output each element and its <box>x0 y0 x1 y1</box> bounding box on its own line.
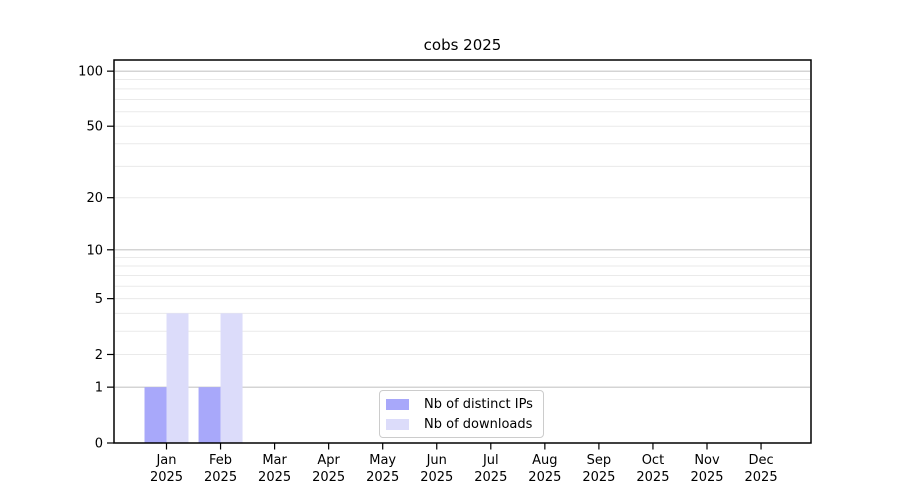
x-tick-label-month-jun: Jun <box>426 453 447 468</box>
legend-swatch-distinct-ips <box>386 398 409 410</box>
bar-feb-downloads <box>220 313 243 443</box>
x-tick-label-month-dec: Dec <box>748 453 773 468</box>
legend-item-distinct-ips: Nb of distinct IPs <box>386 397 543 412</box>
bar-jan-distinct-ips <box>144 387 167 443</box>
plot-frame <box>113 59 812 444</box>
x-tick-label-year-apr: 2025 <box>312 470 345 485</box>
legend-label-distinct-ips: Nb of distinct IPs <box>424 396 533 412</box>
x-tick-label-year-nov: 2025 <box>690 470 723 485</box>
x-tick-label-year-may: 2025 <box>366 470 399 485</box>
y-tick-label-100: 100 <box>78 65 103 80</box>
y-tick-label-1: 1 <box>95 381 103 396</box>
x-tick-label-year-dec: 2025 <box>745 470 778 485</box>
bar-jan-downloads <box>166 313 189 443</box>
y-tick-label-50: 50 <box>86 120 103 135</box>
x-tick-label-month-jul: Jul <box>482 453 499 468</box>
x-tick-label-month-may: May <box>369 453 396 468</box>
x-tick-label-month-apr: Apr <box>317 453 340 468</box>
x-tick-label-year-jun: 2025 <box>420 470 453 485</box>
x-tick-label-month-feb: Feb <box>209 453 232 468</box>
x-tick-label-year-aug: 2025 <box>528 470 561 485</box>
y-tick-label-20: 20 <box>86 191 103 206</box>
x-tick-label-month-sep: Sep <box>587 453 612 468</box>
legend-label-downloads: Nb of downloads <box>424 416 533 432</box>
x-tick-label-month-nov: Nov <box>694 453 720 468</box>
y-tick-label-5: 5 <box>95 292 103 307</box>
x-tick-label-year-feb: 2025 <box>204 470 237 485</box>
x-tick-label-year-oct: 2025 <box>636 470 669 485</box>
legend-swatch-downloads <box>386 418 409 430</box>
legend: Nb of distinct IPs Nb of downloads <box>379 390 544 438</box>
x-tick-label-year-jul: 2025 <box>474 470 507 485</box>
x-tick-label-year-sep: 2025 <box>582 470 615 485</box>
x-tick-label-year-jan: 2025 <box>150 470 183 485</box>
y-tick-label-0: 0 <box>95 437 103 452</box>
x-tick-label-month-oct: Oct <box>642 453 664 468</box>
x-tick-label-month-mar: Mar <box>262 453 287 468</box>
y-tick-label-2: 2 <box>95 348 103 363</box>
bar-feb-distinct-ips <box>198 387 221 443</box>
x-tick-label-month-jan: Jan <box>155 453 176 468</box>
x-tick-label-year-mar: 2025 <box>258 470 291 485</box>
x-tick-label-month-aug: Aug <box>532 453 557 468</box>
y-tick-label-10: 10 <box>86 243 103 258</box>
chart-title: cobs 2025 <box>423 36 502 54</box>
legend-item-downloads: Nb of downloads <box>386 417 543 432</box>
